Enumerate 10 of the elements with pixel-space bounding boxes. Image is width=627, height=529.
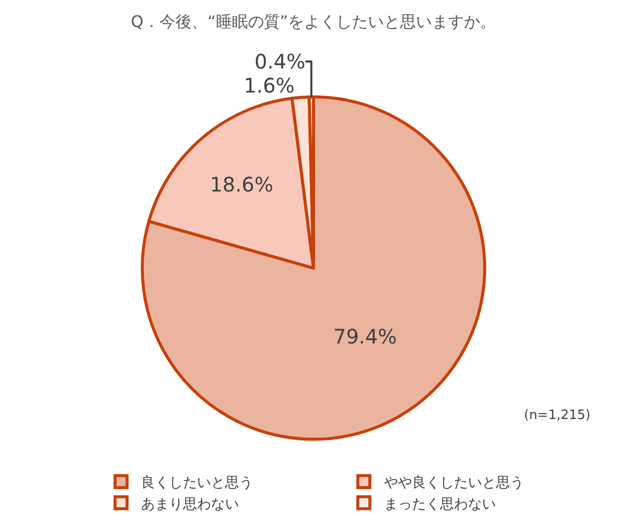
data-label: 0.4% — [254, 49, 306, 74]
legend-label: まったく思わない — [384, 496, 496, 512]
data-label: 79.4% — [333, 324, 397, 348]
text: (n=1,215) — [524, 408, 590, 423]
data-label: 1.6% — [244, 73, 295, 98]
legend-label: やや良くしたいと思う — [384, 475, 524, 492]
legend-label: 良くしたいと思う — [141, 475, 254, 492]
legend-label: あまり思わない — [141, 496, 240, 512]
data-label: 18.6% — [210, 172, 274, 196]
chart-title: Q．今後、“睡眠の質”をよくしたいと思いますか。 — [130, 12, 496, 32]
